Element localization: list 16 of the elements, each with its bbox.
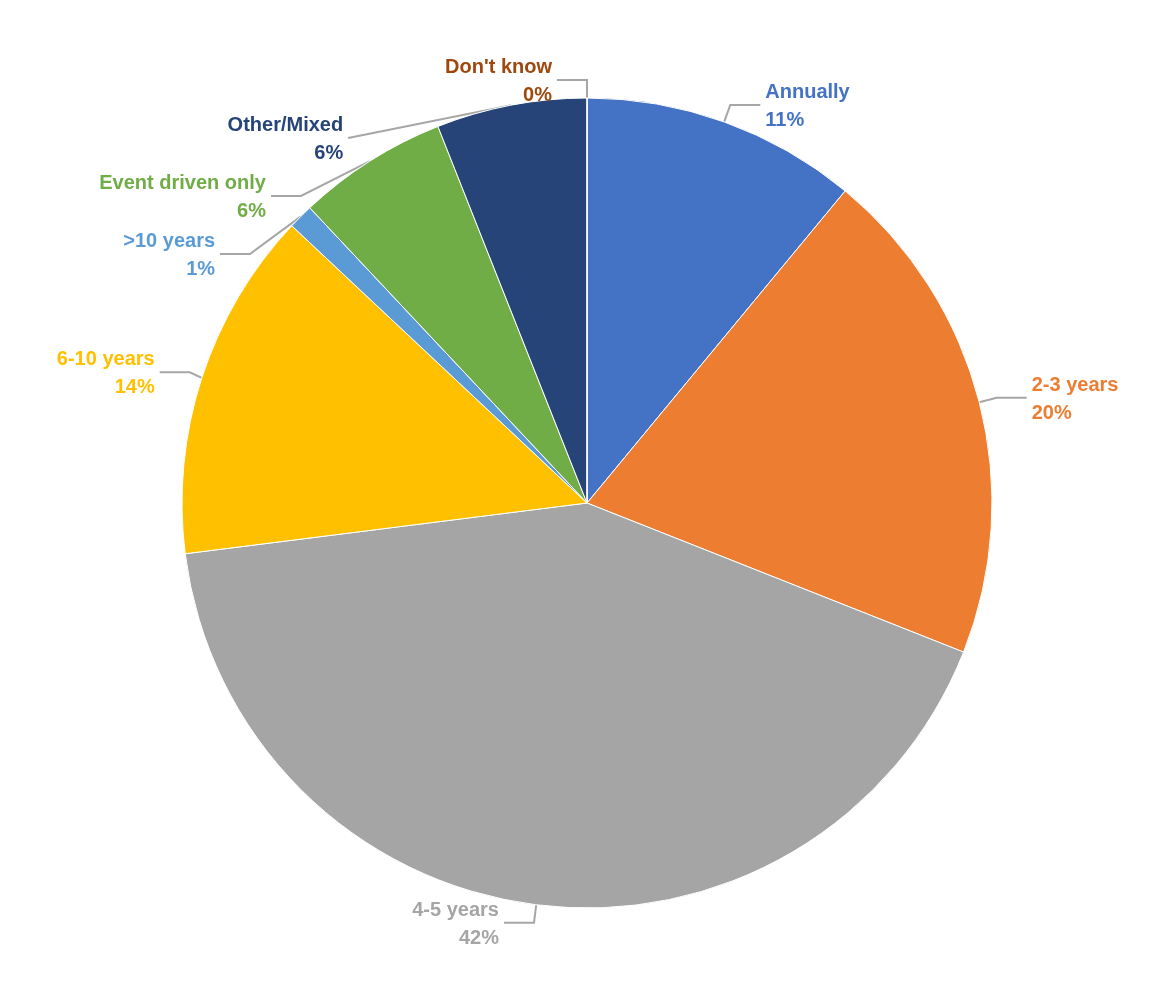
slice-label: Event driven only	[99, 171, 267, 193]
data-label: 6%	[237, 199, 267, 221]
slice-label: 4-5 years	[412, 897, 499, 920]
slice-label: >10 years	[123, 229, 216, 251]
data-label: 20%	[1031, 400, 1072, 423]
slice-label: Other/Mixed	[227, 113, 344, 135]
data-label: 14%	[114, 375, 155, 398]
data-label: 1%	[186, 257, 216, 279]
data-label: 6%	[314, 141, 344, 163]
data-label: 11%	[765, 108, 805, 131]
data-label: 42%	[458, 925, 500, 948]
slice-label: Annually	[765, 80, 851, 103]
text: 0%	[523, 83, 552, 105]
slice-label: 2-3 years	[1031, 372, 1119, 395]
slice-label: 6-10 years	[56, 347, 155, 370]
category-label: Don't know	[445, 55, 552, 77]
